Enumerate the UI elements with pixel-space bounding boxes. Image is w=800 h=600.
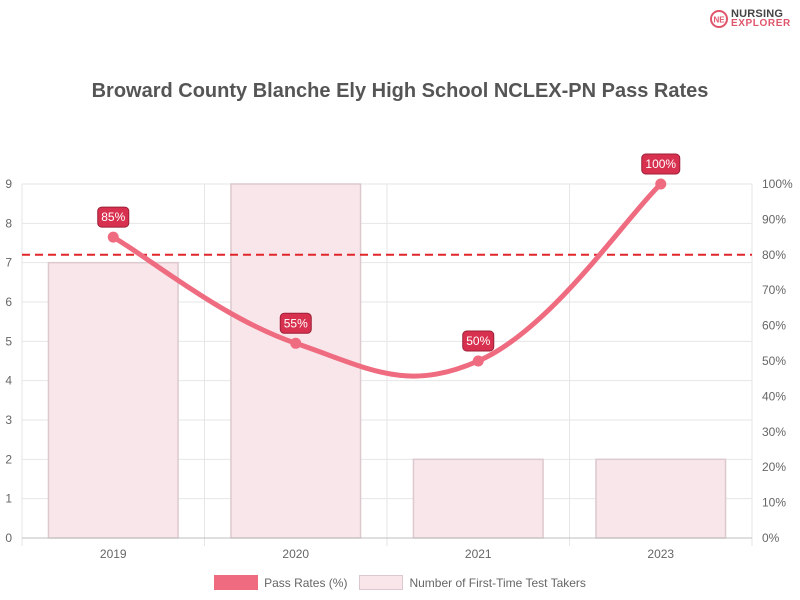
y-right-tick-label: 50% bbox=[762, 354, 786, 368]
pass-rate-point-2021 bbox=[472, 355, 484, 367]
y-left-tick-label: 1 bbox=[5, 492, 12, 506]
nursing-explorer-logo-icon: NE bbox=[710, 10, 728, 28]
data-labels: 85% 55% 50% 100% bbox=[97, 153, 681, 352]
x-tick-label: 2020 bbox=[282, 547, 309, 561]
legend-swatch-bar bbox=[359, 575, 404, 590]
y-right-tick-label: 30% bbox=[762, 425, 786, 439]
legend: Pass Rates (%) Number of First-Time Test… bbox=[0, 575, 800, 590]
y-right-tick-label: 100% bbox=[762, 177, 793, 191]
pass-rate-point-2019 bbox=[107, 231, 119, 243]
legend-item-pass-rates[interactable]: Pass Rates (%) bbox=[214, 575, 347, 590]
data-label: 85% bbox=[101, 210, 125, 224]
y-left-tick-label: 6 bbox=[5, 295, 12, 309]
y-right-tick-label: 0% bbox=[762, 531, 780, 545]
y-right-tick-label: 90% bbox=[762, 212, 786, 226]
legend-item-test-takers[interactable]: Number of First-Time Test Takers bbox=[359, 575, 586, 590]
legend-label-test-takers: Number of First-Time Test Takers bbox=[409, 575, 586, 590]
pass-rate-line bbox=[110, 181, 664, 379]
y-right-tick-label: 10% bbox=[762, 496, 786, 510]
legend-label-pass-rates: Pass Rates (%) bbox=[264, 575, 348, 590]
y-left-tick-label: 3 bbox=[5, 413, 12, 427]
brand-name-line2: EXPLORER bbox=[731, 18, 791, 29]
y-left-tick-label: 4 bbox=[5, 374, 12, 388]
y-right-tick-label: 80% bbox=[762, 248, 786, 262]
line-series bbox=[107, 178, 667, 379]
y-left-tick-label: 0 bbox=[5, 531, 12, 545]
data-label-box bbox=[279, 312, 312, 334]
y-right-tick-label: 70% bbox=[762, 283, 786, 297]
bar-2019 bbox=[47, 261, 179, 539]
bar-2023 bbox=[595, 458, 727, 539]
pass-rate-point-2023 bbox=[655, 178, 667, 190]
y-left-tick-label: 5 bbox=[5, 334, 12, 348]
data-label-box bbox=[97, 206, 130, 228]
data-label: 50% bbox=[466, 334, 490, 348]
pass-rate-point-2020 bbox=[290, 337, 302, 349]
y-left-tick-label: 2 bbox=[5, 452, 12, 466]
axes: 01234567890%10%20%30%40%50%60%70%80%90%1… bbox=[5, 177, 793, 561]
x-tick-label: 2019 bbox=[100, 547, 127, 561]
x-tick-label: 2023 bbox=[647, 547, 674, 561]
logo-mark-text: NE bbox=[713, 16, 725, 25]
y-right-tick-label: 40% bbox=[762, 389, 786, 403]
legend-swatch-line bbox=[214, 575, 259, 590]
y-right-tick-label: 60% bbox=[762, 319, 786, 333]
y-left-tick-label: 9 bbox=[5, 177, 12, 191]
data-label: 55% bbox=[284, 316, 308, 330]
data-label: 100% bbox=[645, 157, 676, 171]
brand-name-line1: NURSING bbox=[731, 8, 784, 20]
chart-title: Broward County Blanche Ely High School N… bbox=[91, 80, 709, 102]
bar-series bbox=[47, 183, 727, 539]
data-label-box bbox=[641, 153, 681, 175]
x-tick-label: 2021 bbox=[465, 547, 492, 561]
y-left-tick-label: 7 bbox=[5, 256, 12, 270]
y-right-tick-label: 20% bbox=[762, 460, 786, 474]
bar-2021 bbox=[412, 458, 544, 539]
brand-logo: NE NURSING EXPLORER bbox=[710, 9, 791, 29]
data-label-box bbox=[462, 330, 495, 352]
y-left-tick-label: 8 bbox=[5, 216, 12, 230]
